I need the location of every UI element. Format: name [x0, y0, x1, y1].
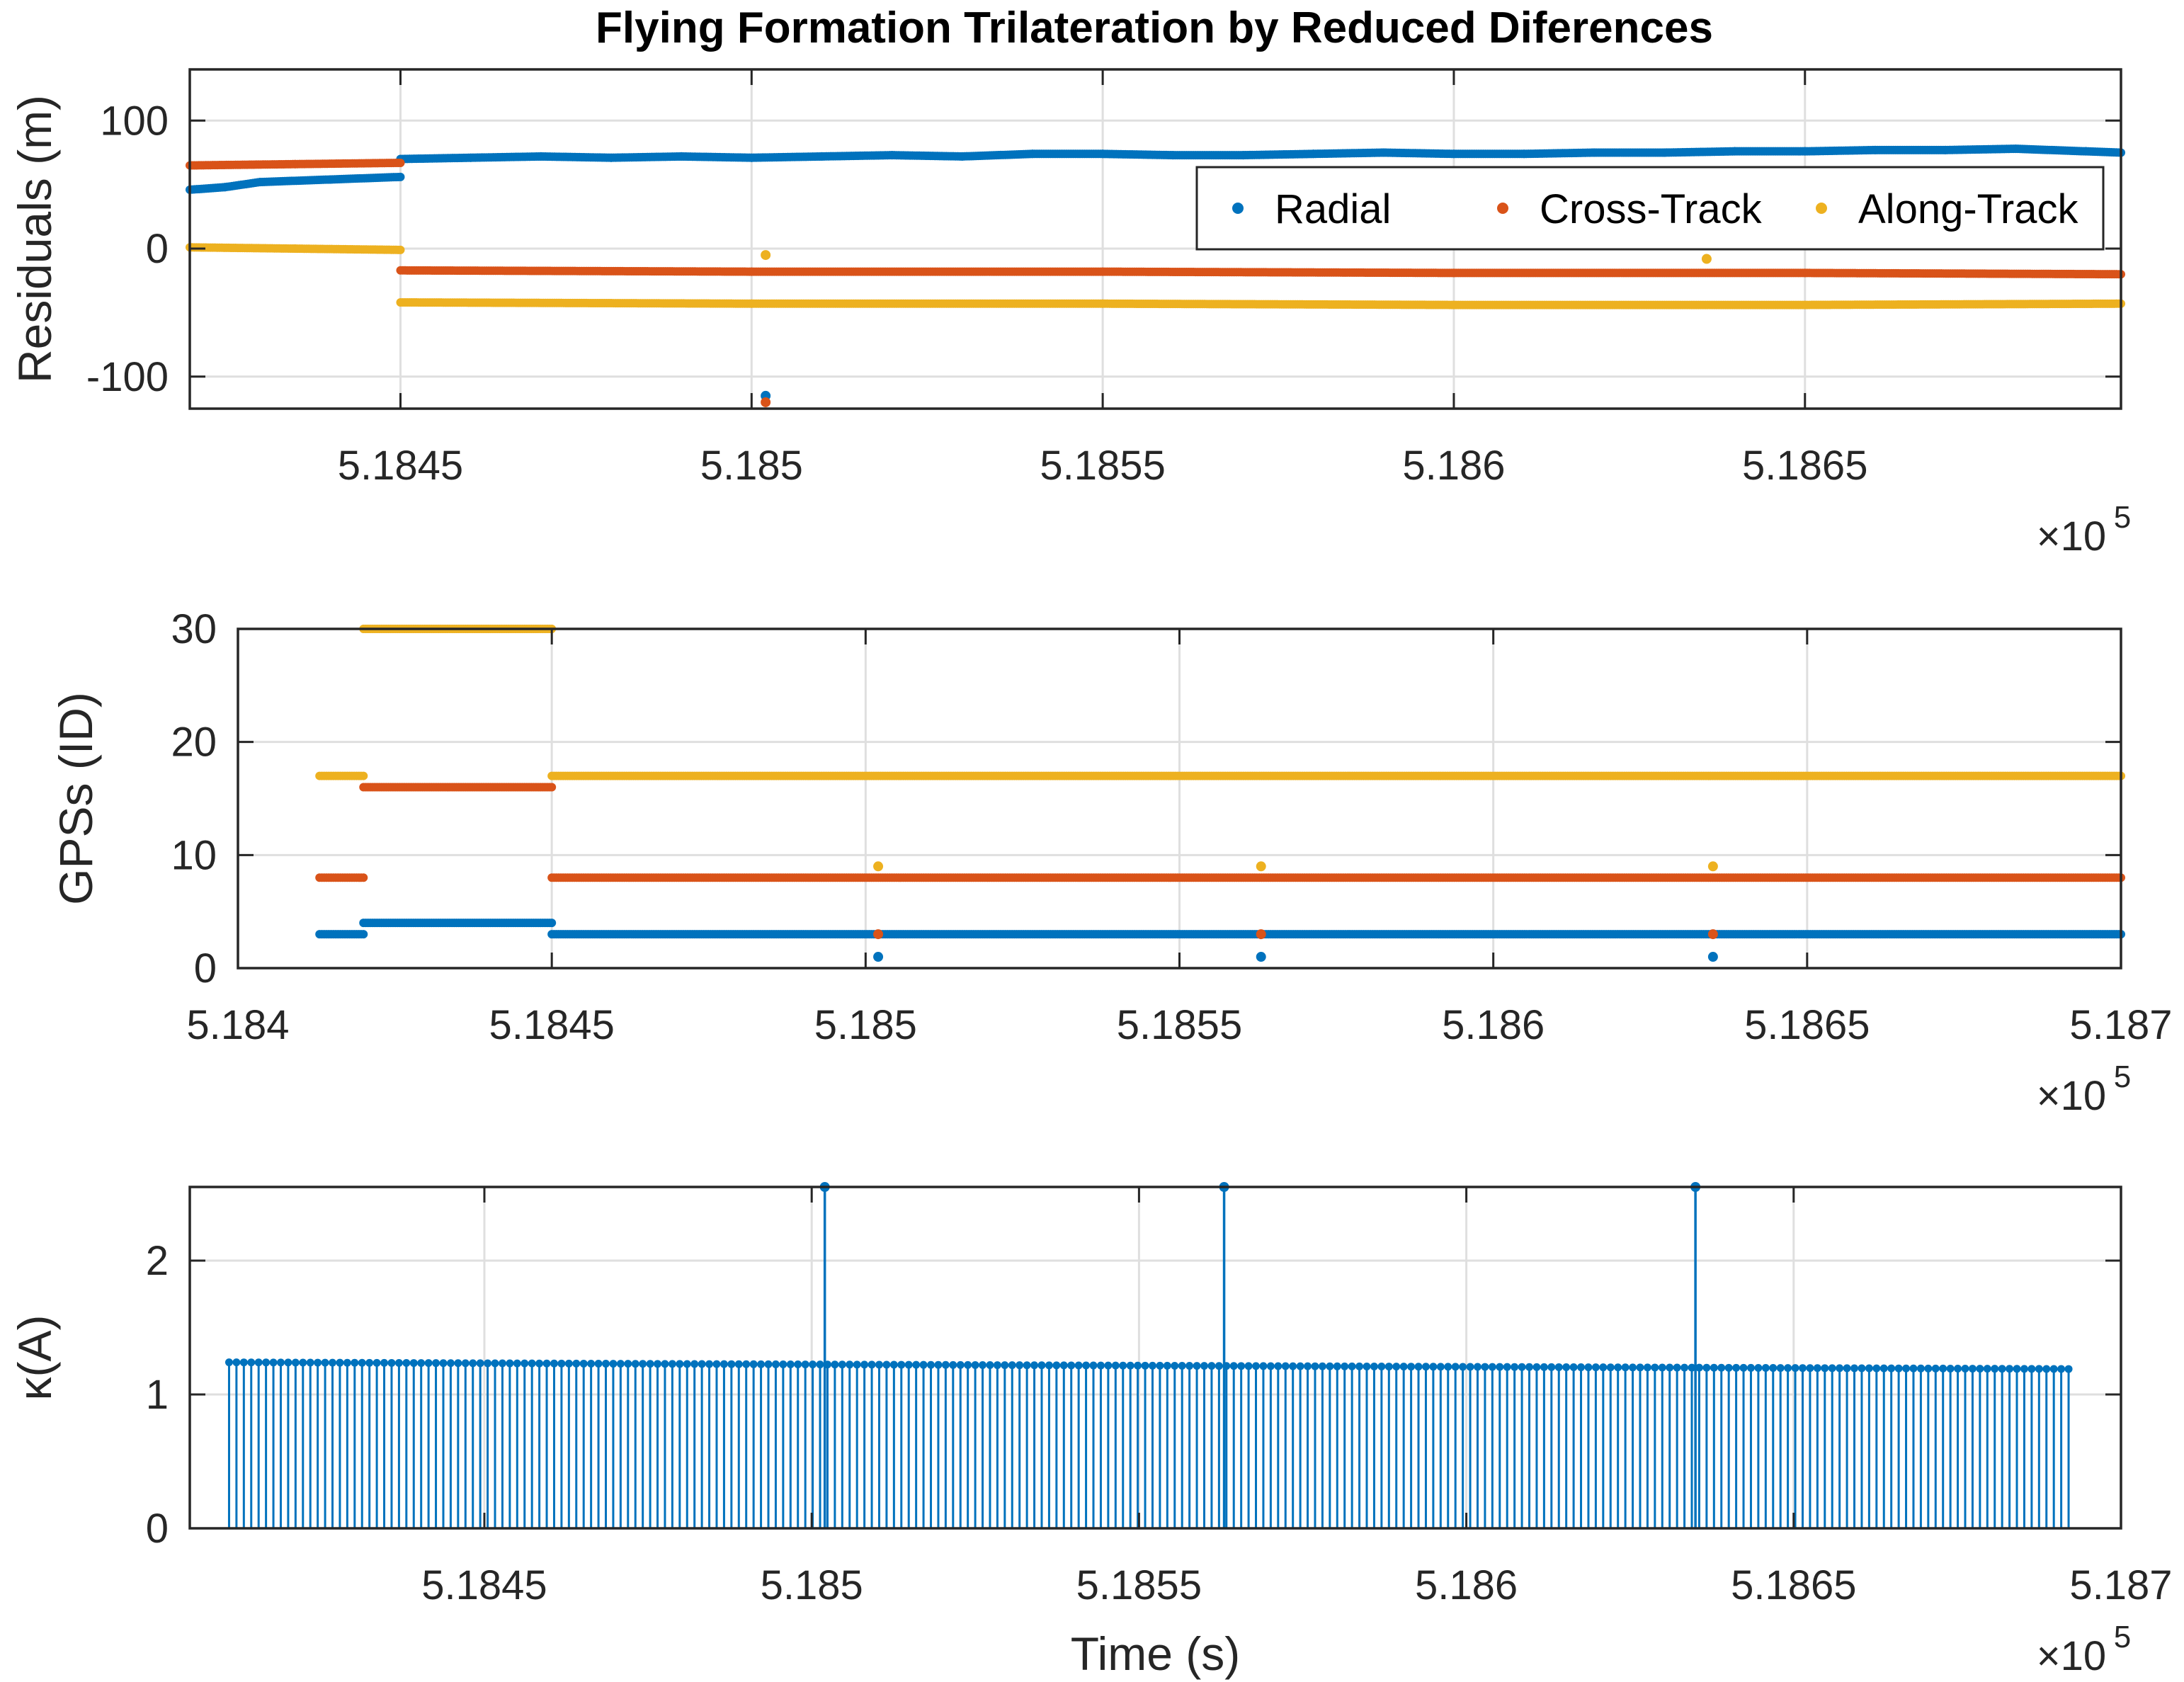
series-cross-track — [186, 158, 2125, 407]
data-point — [396, 245, 405, 254]
data-point-outlier — [761, 250, 771, 261]
y-tick-label: 100 — [100, 98, 169, 144]
data-point-outlier — [761, 397, 771, 407]
data-point-outlier — [1256, 929, 1266, 940]
series-radial — [186, 144, 2125, 401]
data-point-outlier — [1707, 952, 1718, 962]
data-point — [396, 172, 405, 181]
subplot-2: 5.184 5.1845 5.185 5.1855 5.186 5.1865 5.18701… — [50, 606, 2173, 1119]
y-tick-label: -100 — [86, 354, 169, 400]
legend-marker — [1497, 203, 1508, 214]
data-point — [547, 783, 557, 792]
data-point-outlier — [1256, 952, 1266, 962]
data-point — [359, 873, 368, 882]
x-tick-label: 5.1865 — [1742, 443, 1867, 489]
series-along-track — [186, 243, 2125, 309]
x-tick-label: 5.1845 — [338, 443, 463, 489]
series-along-track — [315, 625, 2125, 872]
legend-entry: Radial — [1275, 186, 1391, 232]
legend-marker — [1232, 203, 1244, 214]
data-point — [359, 771, 368, 780]
x-exponent-power: 5 — [2114, 500, 2131, 535]
data-point-outlier — [1707, 929, 1718, 940]
legend-entry: Along-Track — [1858, 186, 2079, 232]
subplot-1: 5.1845 5.185 5.1855 5.186 5.1865 -100 0 100 ×10 5… — [8, 68, 2131, 559]
data-point — [547, 919, 557, 928]
data-point-outlier — [873, 952, 884, 962]
series-cross-track — [315, 783, 2125, 940]
data-point-outlier — [873, 929, 884, 940]
data-point-outlier — [1701, 254, 1712, 264]
x-exponent-label: ×10 — [2037, 513, 2106, 559]
data-point — [396, 158, 405, 167]
x-tick-label: 5.186 — [1402, 443, 1505, 489]
x-tick-label: 5.185 — [700, 443, 803, 489]
series-radial — [315, 919, 2125, 962]
legend-marker — [1816, 203, 1827, 214]
y-tick-label: 0 — [146, 226, 169, 272]
legend: Radial Cross-Track Along-Track — [1195, 166, 2105, 251]
data-point — [359, 930, 368, 939]
legend-entry: Cross-Track — [1540, 186, 1763, 232]
x-tick-label: 5.1855 — [1040, 443, 1165, 489]
figure-title: Flying Formation Trilateration by Reduce… — [596, 4, 1713, 52]
y-axis-label: Residuals (m) — [8, 95, 61, 383]
